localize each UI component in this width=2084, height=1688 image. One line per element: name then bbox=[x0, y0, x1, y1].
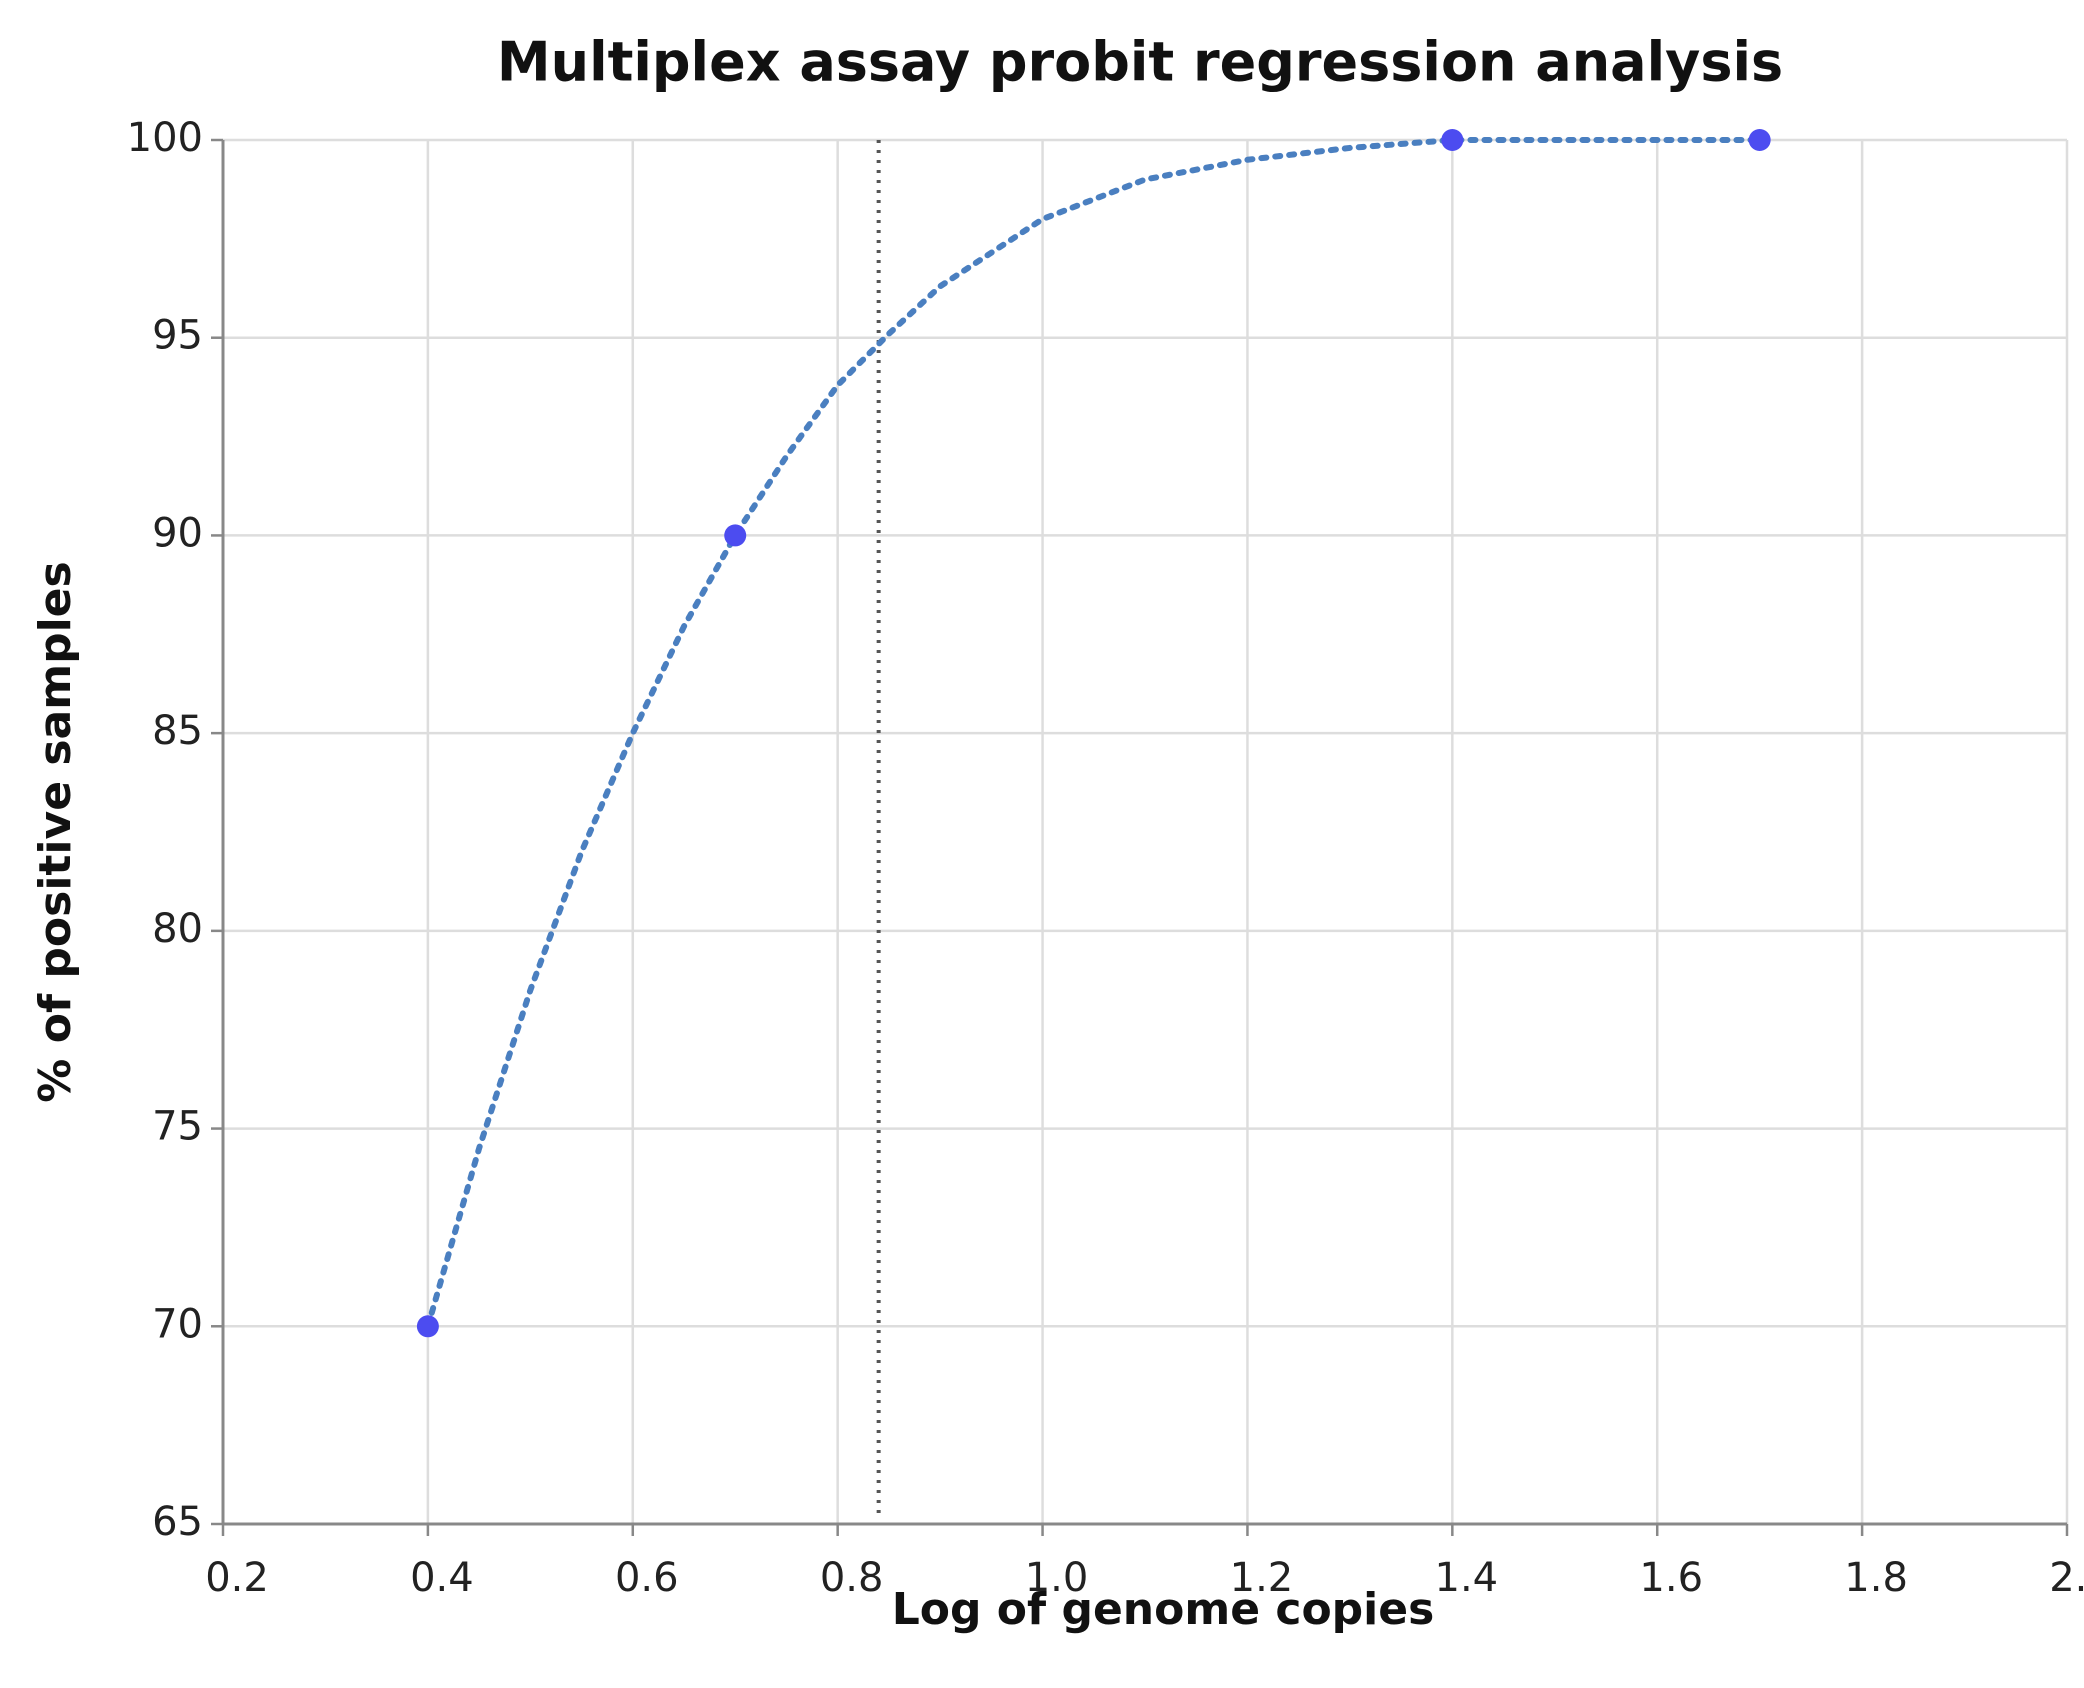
y-tick-label: 80 bbox=[152, 906, 203, 952]
data-point bbox=[724, 524, 747, 547]
y-axis-label: % of positive samples bbox=[30, 561, 81, 1102]
x-tick-label: 2.0 bbox=[2049, 1555, 2084, 1601]
x-tick-label: 1.2 bbox=[1230, 1555, 1294, 1601]
x-tick-label: 0.2 bbox=[205, 1555, 269, 1601]
x-tick-label: 1.4 bbox=[1435, 1555, 1499, 1601]
y-tick-label: 95 bbox=[152, 313, 203, 359]
chart-title: Multiplex assay probit regression analys… bbox=[497, 31, 1783, 94]
y-tick-label: 75 bbox=[152, 1104, 203, 1150]
y-tick-label: 70 bbox=[152, 1301, 203, 1347]
x-axis-label: Log of genome copies bbox=[892, 1584, 1435, 1635]
y-tick-label: 85 bbox=[152, 708, 203, 754]
data-point bbox=[1748, 129, 1771, 151]
y-tick-label: 90 bbox=[152, 510, 203, 556]
x-tick-label: 1.0 bbox=[1025, 1555, 1089, 1601]
y-tick-label: 65 bbox=[152, 1499, 203, 1545]
data-point bbox=[1441, 129, 1464, 151]
data-point bbox=[416, 1315, 439, 1338]
x-tick-label: 0.8 bbox=[820, 1555, 884, 1601]
y-tick-label: 100 bbox=[127, 115, 203, 161]
x-tick-label: 1.8 bbox=[1844, 1555, 1908, 1601]
x-tick-label: 1.6 bbox=[1639, 1555, 1703, 1601]
x-tick-label: 0.4 bbox=[410, 1555, 474, 1601]
x-tick-label: 0.6 bbox=[615, 1555, 679, 1601]
fit-curve bbox=[424, 137, 1763, 1330]
